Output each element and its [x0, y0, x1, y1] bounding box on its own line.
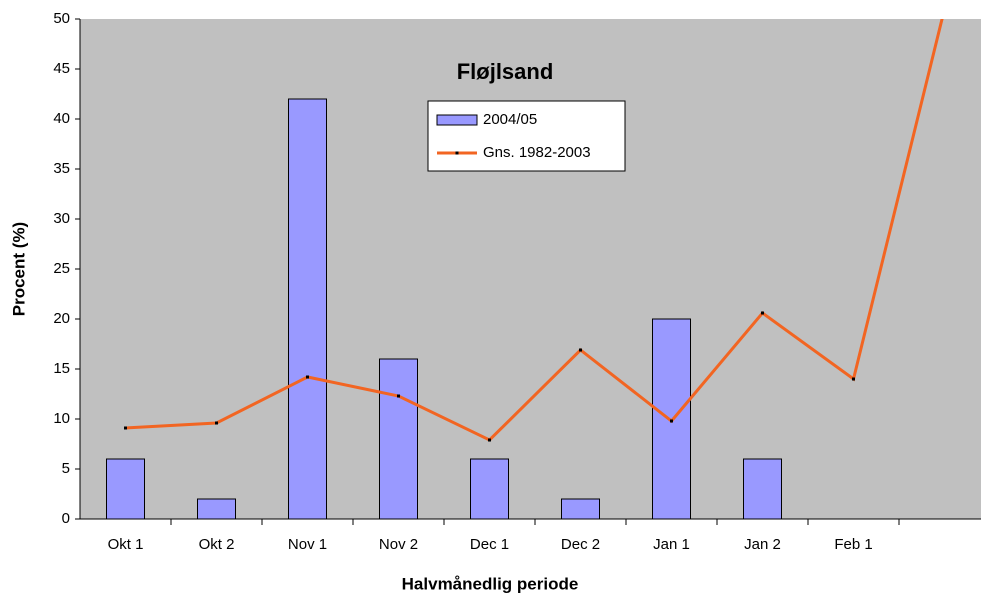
bar — [197, 498, 236, 519]
x-tick-label: Nov 1 — [288, 536, 327, 553]
bar — [379, 358, 418, 519]
point — [488, 438, 491, 442]
legend: 2004/05 Gns. 1982-2003 — [427, 100, 626, 172]
plot-area — [80, 19, 981, 519]
legend-label: 2004/05 — [483, 111, 537, 128]
y-tick-label: 50 — [53, 10, 70, 27]
point — [852, 377, 855, 381]
legend-marker — [455, 151, 459, 155]
legend-label: Gns. 1982-2003 — [483, 144, 591, 161]
y-tick-label: 40 — [53, 110, 70, 127]
y-tick-label: 45 — [53, 60, 70, 77]
bar — [743, 458, 782, 519]
x-tick-label: Dec 1 — [470, 536, 509, 553]
point — [670, 419, 673, 423]
y-tick-label: 30 — [53, 210, 70, 227]
point — [761, 311, 764, 315]
chart-title: Fløjlsand — [457, 59, 554, 84]
y-tick-label: 25 — [53, 260, 70, 277]
x-tick-label: Feb 1 — [834, 536, 872, 553]
point — [124, 426, 127, 430]
y-tick-label: 35 — [53, 160, 70, 177]
bar — [470, 458, 509, 519]
line — [125, 19, 944, 442]
y-axis-label: Procent (%) — [9, 222, 28, 316]
x-tick-label: Okt 1 — [108, 536, 144, 553]
x-axis-label: Halvmånedlig periode — [402, 574, 579, 593]
bar — [288, 98, 327, 519]
x-tick-label: Okt 2 — [199, 536, 235, 553]
bar — [106, 458, 145, 519]
y-tick-label: 5 — [62, 460, 70, 477]
y-tick-label: 10 — [53, 410, 70, 427]
x-tick-label: Dec 2 — [561, 536, 600, 553]
point — [943, 8, 946, 11]
point — [215, 421, 218, 425]
plot — [106, 8, 946, 519]
y-tick-label: 20 — [53, 310, 70, 327]
point — [306, 375, 309, 379]
point — [397, 394, 400, 398]
legend-box — [427, 100, 626, 172]
x-tick-label: Jan 2 — [744, 536, 781, 553]
y-tick-label: 0 — [62, 510, 70, 527]
bar — [561, 498, 600, 519]
point — [579, 348, 582, 352]
y-tick-label: 15 — [53, 360, 70, 377]
legend-swatch — [436, 114, 478, 126]
x-tick-label: Nov 2 — [379, 536, 418, 553]
x-tick-label: Jan 1 — [653, 536, 690, 553]
